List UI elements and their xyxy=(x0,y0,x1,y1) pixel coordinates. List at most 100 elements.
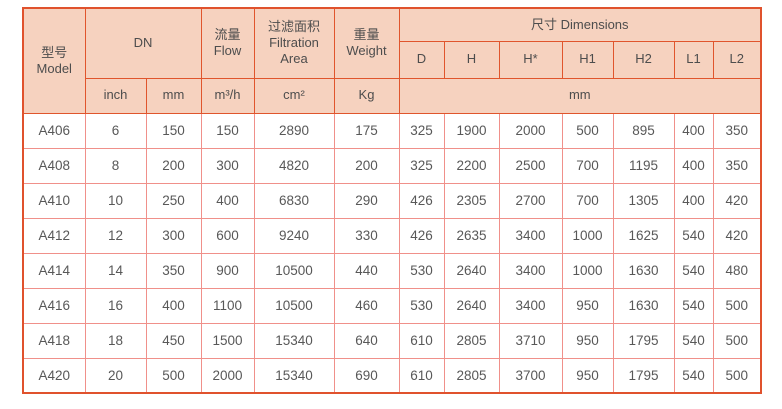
value-cell: 325 xyxy=(398,112,445,149)
value-cell: 2200 xyxy=(443,147,500,184)
value-cell: 400 xyxy=(673,112,714,149)
value-cell: 2635 xyxy=(443,217,500,254)
header-dim-l1: L1 xyxy=(673,40,714,79)
value-cell: 1195 xyxy=(612,147,675,184)
value-cell: 500 xyxy=(712,357,762,394)
value-cell: 540 xyxy=(673,357,714,394)
value-cell: 10500 xyxy=(253,252,335,289)
value-cell: 610 xyxy=(398,357,445,394)
value-cell: 900 xyxy=(200,252,255,289)
value-cell: 400 xyxy=(145,287,202,324)
header-model-zh: 型号 xyxy=(41,44,68,60)
value-cell: 700 xyxy=(561,182,614,219)
value-cell: 540 xyxy=(673,252,714,289)
value-cell: 600 xyxy=(200,217,255,254)
model-cell: A412 xyxy=(22,217,86,254)
value-cell: 2640 xyxy=(443,252,500,289)
value-cell: 10 xyxy=(84,182,147,219)
value-cell: 3710 xyxy=(498,322,563,359)
value-cell: 3400 xyxy=(498,217,563,254)
value-cell: 420 xyxy=(712,217,762,254)
value-cell: 500 xyxy=(712,287,762,324)
header-dim-d: D xyxy=(398,40,445,79)
header-flow-en: Flow xyxy=(213,43,242,59)
header-dn: DN xyxy=(84,7,202,79)
value-cell: 300 xyxy=(145,217,202,254)
spec-table: 型号 Model DN 流量 Flow 过滤面积 Filtration Area… xyxy=(22,7,763,394)
header-dim-h-star: H* xyxy=(498,40,563,79)
value-cell: 950 xyxy=(561,287,614,324)
value-cell: 426 xyxy=(398,182,445,219)
model-cell: A410 xyxy=(22,182,86,219)
table-row: A412 12 300 600 9240 330 426 2635 3400 1000 1625 54… xyxy=(22,217,762,254)
table-row: A408 8 200 300 4820 200 325 2200 2500 700 1195 400 3… xyxy=(22,147,762,184)
value-cell: 4820 xyxy=(253,147,335,184)
value-cell: 3400 xyxy=(498,287,563,324)
value-cell: 150 xyxy=(200,112,255,149)
unit-inch: inch xyxy=(84,77,147,114)
value-cell: 1100 xyxy=(200,287,255,324)
value-cell: 1795 xyxy=(612,357,675,394)
value-cell: 1630 xyxy=(612,252,675,289)
header-weight-en: Weight xyxy=(346,43,387,59)
value-cell: 426 xyxy=(398,217,445,254)
value-cell: 350 xyxy=(712,147,762,184)
value-cell: 1900 xyxy=(443,112,500,149)
header-filtration-area: 过滤面积 Filtration Area xyxy=(253,7,335,79)
value-cell: 2805 xyxy=(443,357,500,394)
value-cell: 400 xyxy=(673,182,714,219)
value-cell: 9240 xyxy=(253,217,335,254)
value-cell: 8 xyxy=(84,147,147,184)
header-model: 型号 Model xyxy=(22,7,86,114)
value-cell: 420 xyxy=(712,182,762,219)
model-cell: A420 xyxy=(22,357,86,394)
value-cell: 1795 xyxy=(612,322,675,359)
table-row: A410 10 250 400 6830 290 426 2305 2700 700 1305 400… xyxy=(22,182,762,219)
value-cell: 290 xyxy=(333,182,400,219)
header-dim-h2: H2 xyxy=(612,40,675,79)
header-filtration-en1: Filtration xyxy=(269,35,319,51)
value-cell: 530 xyxy=(398,252,445,289)
value-cell: 325 xyxy=(398,147,445,184)
value-cell: 16 xyxy=(84,287,147,324)
value-cell: 20 xyxy=(84,357,147,394)
value-cell: 950 xyxy=(561,322,614,359)
header-row-1: 型号 Model DN 流量 Flow 过滤面积 Filtration Area… xyxy=(22,7,762,114)
value-cell: 14 xyxy=(84,252,147,289)
model-cell: A418 xyxy=(22,322,86,359)
value-cell: 2000 xyxy=(498,112,563,149)
value-cell: 200 xyxy=(333,147,400,184)
unit-flow: m³/h xyxy=(200,77,255,114)
table-body: A406 6 150 150 2890 175 325 1900 2000 500 895 400 35… xyxy=(22,112,762,394)
value-cell: 15340 xyxy=(253,357,335,394)
value-cell: 640 xyxy=(333,322,400,359)
value-cell: 6 xyxy=(84,112,147,149)
value-cell: 350 xyxy=(712,112,762,149)
header-weight: 重量 Weight xyxy=(333,7,400,79)
value-cell: 2500 xyxy=(498,147,563,184)
model-cell: A408 xyxy=(22,147,86,184)
table-row: A418 18 450 1500 15340 640 610 2805 3710 950 1795 5… xyxy=(22,322,762,359)
value-cell: 300 xyxy=(200,147,255,184)
value-cell: 540 xyxy=(673,217,714,254)
value-cell: 200 xyxy=(145,147,202,184)
header-flow-zh: 流量 xyxy=(214,27,241,42)
header-row-units: inch mm m³/h cm² Kg mm xyxy=(23,77,762,114)
value-cell: 500 xyxy=(145,357,202,394)
header-dim-h: H xyxy=(443,40,500,79)
value-cell: 15340 xyxy=(253,322,335,359)
value-cell: 2000 xyxy=(200,357,255,394)
value-cell: 2640 xyxy=(443,287,500,324)
table-row: A416 16 400 1100 10500 460 530 2640 3400 950 1630 5… xyxy=(22,287,762,324)
header-filtration-zh: 过滤面积 xyxy=(267,18,320,34)
value-cell: 400 xyxy=(200,182,255,219)
model-cell: A406 xyxy=(22,112,86,149)
value-cell: 2805 xyxy=(443,322,500,359)
value-cell: 1000 xyxy=(561,217,614,254)
value-cell: 540 xyxy=(673,322,714,359)
value-cell: 400 xyxy=(673,147,714,184)
value-cell: 530 xyxy=(398,287,445,324)
value-cell: 1625 xyxy=(612,217,675,254)
value-cell: 1500 xyxy=(200,322,255,359)
